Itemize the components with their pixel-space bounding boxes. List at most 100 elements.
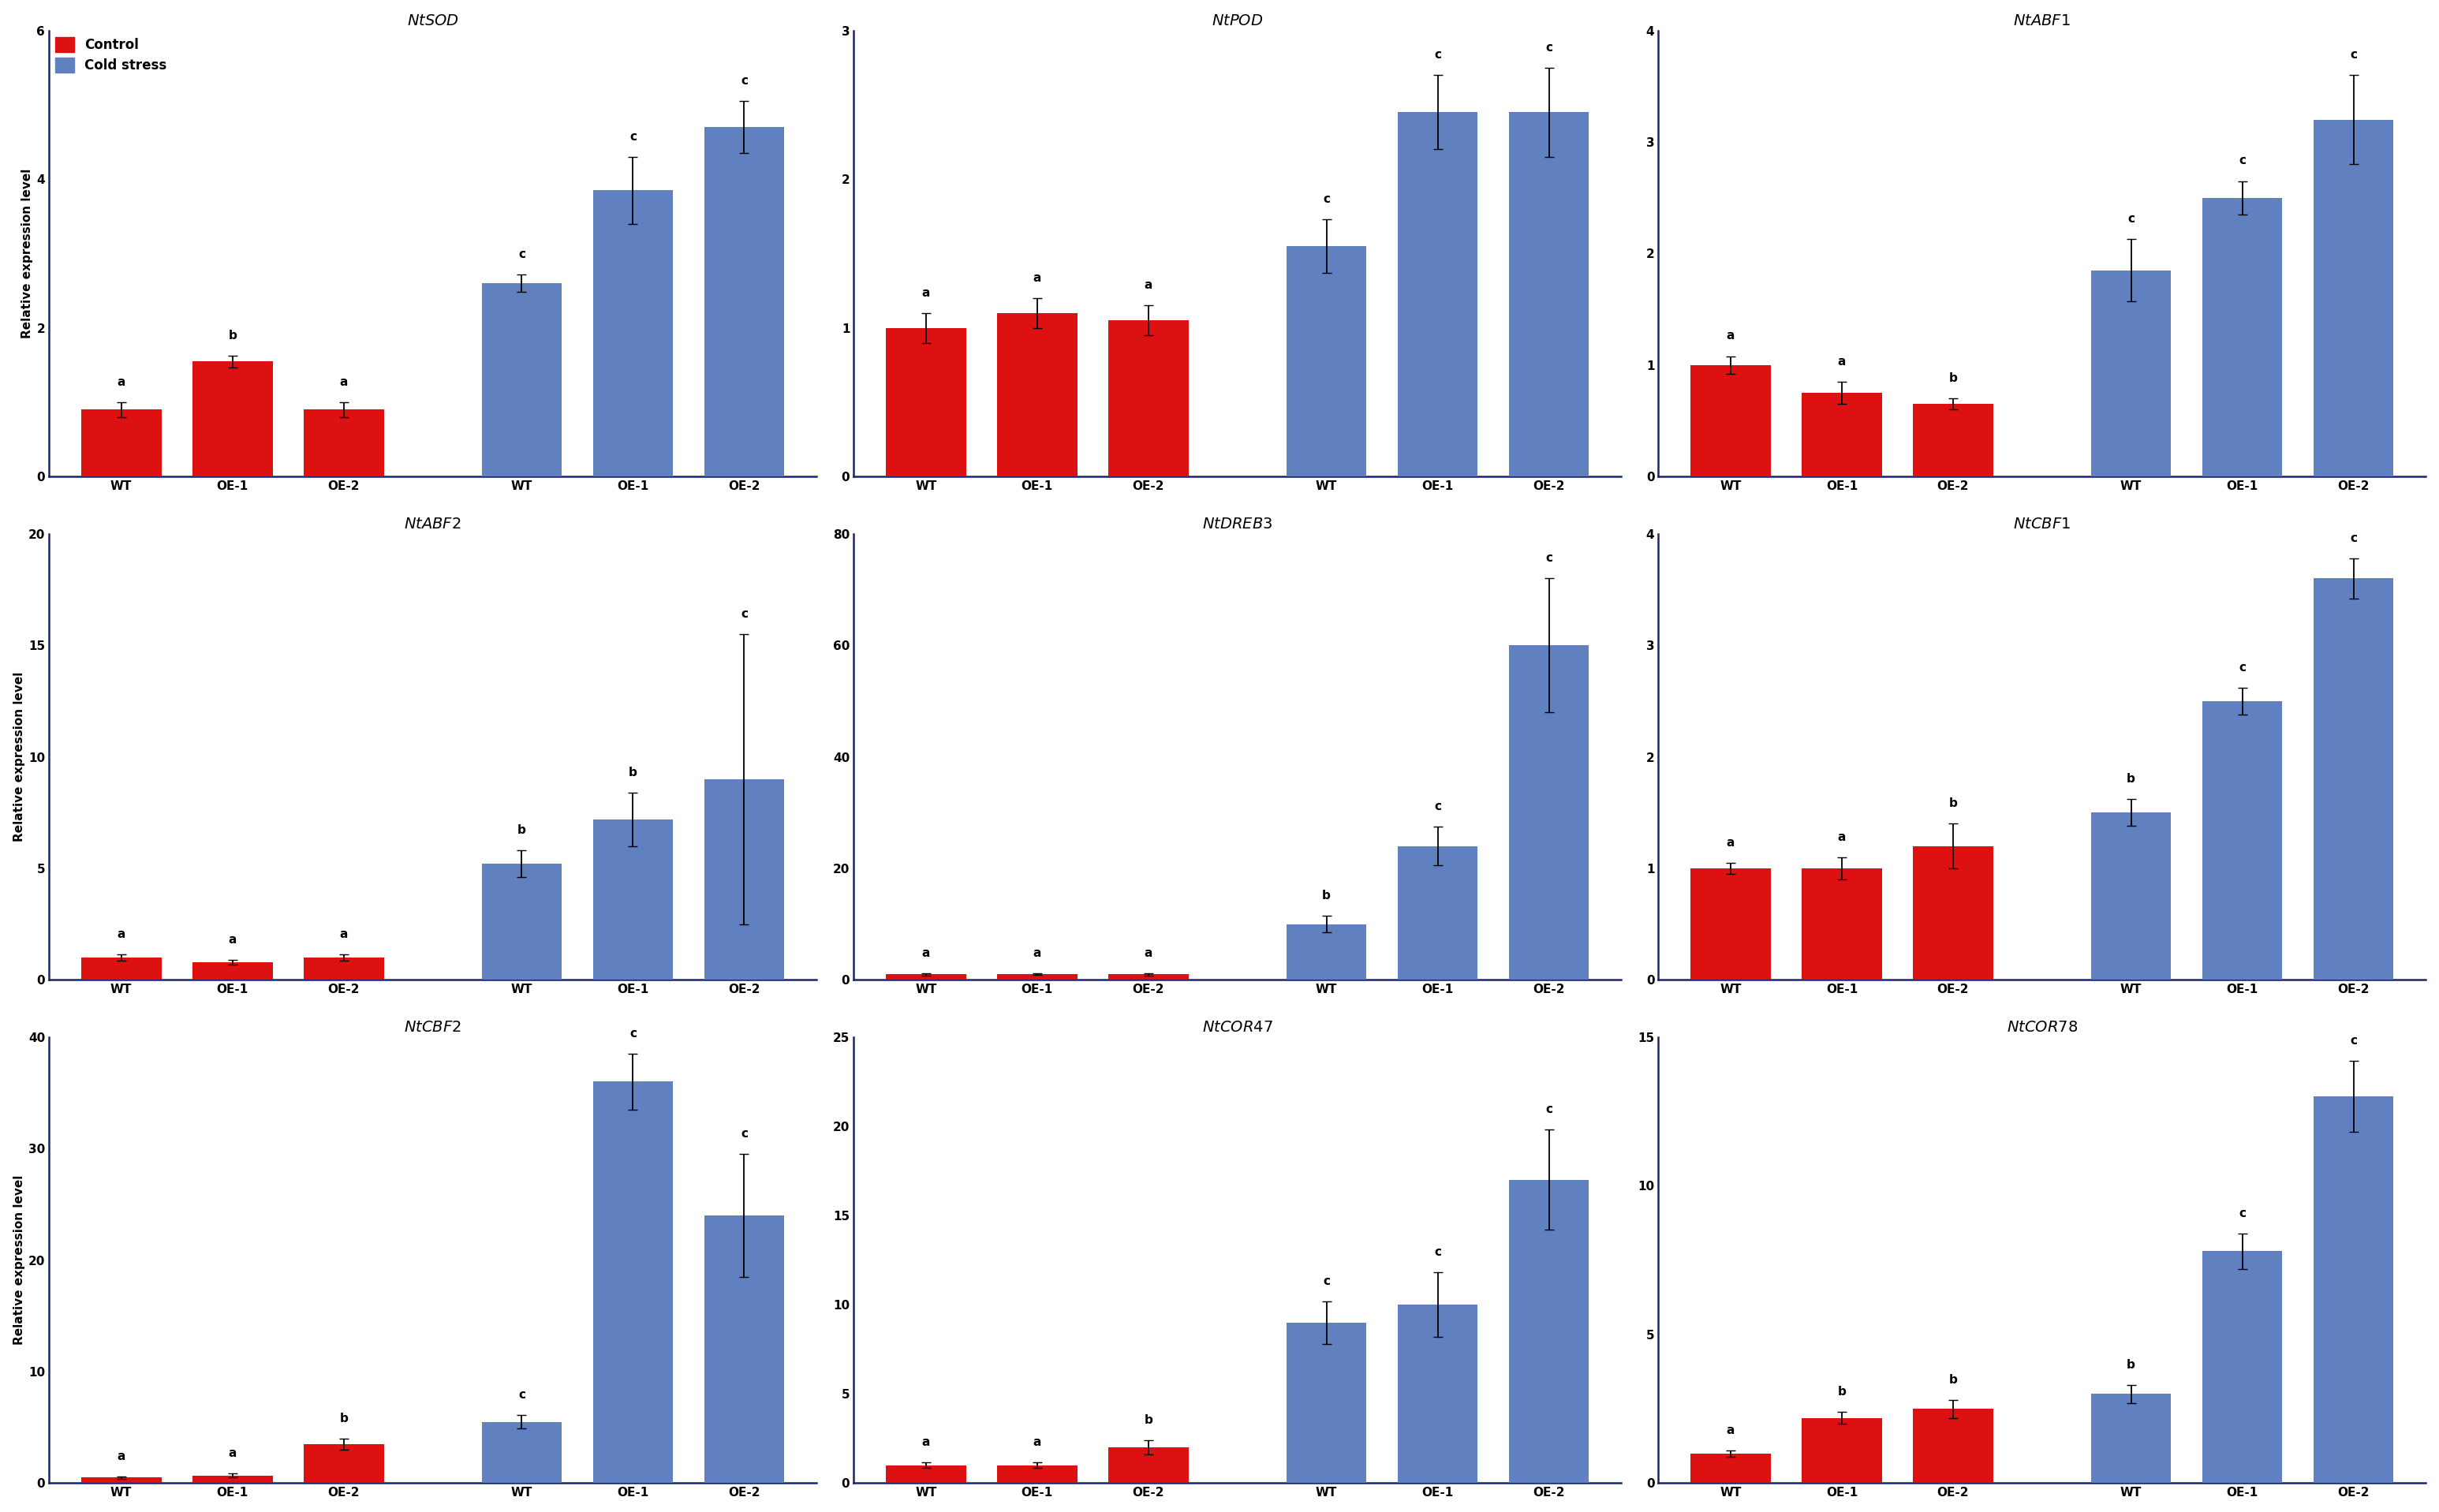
Bar <box>998 974 1078 980</box>
Text: c: c <box>1546 1104 1554 1116</box>
Bar <box>1107 974 1188 980</box>
Text: a: a <box>117 1450 124 1462</box>
Text: c: c <box>1546 41 1554 53</box>
Text: b: b <box>2127 1359 2137 1371</box>
Bar <box>1398 112 1478 476</box>
Text: a: a <box>1727 836 1734 848</box>
Bar <box>1107 1447 1188 1483</box>
Bar <box>1398 847 1478 980</box>
Bar <box>1510 646 1588 980</box>
Bar <box>593 1081 673 1483</box>
Text: a: a <box>922 947 929 959</box>
Bar <box>705 1216 785 1483</box>
Text: a: a <box>117 376 124 389</box>
Bar <box>593 820 673 980</box>
Bar <box>2202 1250 2283 1483</box>
Text: c: c <box>2239 154 2246 166</box>
Text: a: a <box>1034 272 1041 284</box>
Bar <box>2090 271 2171 476</box>
Text: a: a <box>1837 832 1846 842</box>
Text: a: a <box>1034 1436 1041 1448</box>
Text: c: c <box>741 608 749 620</box>
Text: b: b <box>1949 798 1959 809</box>
Title: $\bf{\it{NtCBF1}}$: $\bf{\it{NtCBF1}}$ <box>2012 517 2071 531</box>
Bar <box>480 863 561 980</box>
Bar <box>1802 1418 1883 1483</box>
Text: c: c <box>1322 194 1329 206</box>
Bar <box>1285 246 1366 476</box>
Text: a: a <box>117 928 124 940</box>
Text: a: a <box>229 1447 237 1459</box>
Bar <box>1510 112 1588 476</box>
Bar <box>1912 1409 1993 1483</box>
Text: c: c <box>2127 213 2134 225</box>
Bar <box>2315 119 2393 476</box>
Bar <box>2090 812 2171 980</box>
Text: a: a <box>1144 947 1154 959</box>
Bar <box>305 1444 383 1483</box>
Bar <box>998 1465 1078 1483</box>
Text: a: a <box>1727 1424 1734 1436</box>
Text: a: a <box>339 376 349 389</box>
Legend: Control, Cold stress: Control, Cold stress <box>56 36 166 73</box>
Bar <box>1690 868 1771 980</box>
Text: b: b <box>1949 1374 1959 1385</box>
Y-axis label: Relative expression level: Relative expression level <box>12 671 24 842</box>
Text: a: a <box>339 928 349 940</box>
Bar <box>1398 1305 1478 1483</box>
Title: $\bf{\it{NtDREB3}}$: $\bf{\it{NtDREB3}}$ <box>1202 517 1273 531</box>
Text: b: b <box>1144 1414 1154 1426</box>
Bar <box>193 361 273 476</box>
Title: $\bf{\it{NtCOR78}}$: $\bf{\it{NtCOR78}}$ <box>2007 1019 2078 1034</box>
Bar <box>1107 321 1188 476</box>
Text: c: c <box>629 1028 637 1039</box>
Text: b: b <box>2127 773 2137 785</box>
Bar <box>480 1421 561 1483</box>
Bar <box>2315 1096 2393 1483</box>
Text: a: a <box>1144 280 1154 292</box>
Text: b: b <box>629 767 637 779</box>
Text: c: c <box>2351 1034 2356 1046</box>
Y-axis label: Relative expression level: Relative expression level <box>12 1175 24 1346</box>
Bar <box>1912 404 1993 476</box>
Text: c: c <box>629 130 637 142</box>
Text: b: b <box>1837 1385 1846 1397</box>
Bar <box>705 779 785 980</box>
Text: c: c <box>741 1128 749 1140</box>
Text: c: c <box>1546 552 1554 564</box>
Text: b: b <box>517 824 527 836</box>
Title: $\bf{\it{NtSOD}}$: $\bf{\it{NtSOD}}$ <box>407 14 459 29</box>
Bar <box>1510 1179 1588 1483</box>
Title: $\bf{\it{NtCOR47}}$: $\bf{\it{NtCOR47}}$ <box>1202 1019 1273 1034</box>
Bar <box>885 1465 966 1483</box>
Text: b: b <box>1322 889 1332 901</box>
Bar <box>1690 364 1771 476</box>
Text: c: c <box>2351 48 2356 60</box>
Text: c: c <box>517 248 524 260</box>
Text: c: c <box>1322 1275 1329 1287</box>
Bar <box>2202 702 2283 980</box>
Y-axis label: Relative expression level: Relative expression level <box>22 169 34 339</box>
Text: a: a <box>1727 330 1734 342</box>
Text: c: c <box>1434 1246 1441 1258</box>
Text: c: c <box>1434 800 1441 812</box>
Bar <box>1802 393 1883 476</box>
Text: c: c <box>2351 532 2356 544</box>
Bar <box>998 313 1078 476</box>
Bar <box>80 957 161 980</box>
Bar <box>1802 868 1883 980</box>
Bar <box>305 410 383 476</box>
Title: $\bf{\it{NtABF1}}$: $\bf{\it{NtABF1}}$ <box>2012 14 2071 29</box>
Bar <box>705 127 785 476</box>
Bar <box>1285 924 1366 980</box>
Bar <box>885 974 966 980</box>
Text: a: a <box>922 1436 929 1448</box>
Bar <box>193 1476 273 1483</box>
Bar <box>193 962 273 980</box>
Bar <box>885 328 966 476</box>
Bar <box>305 957 383 980</box>
Text: a: a <box>1837 355 1846 367</box>
Title: $\bf{\it{NtCBF2}}$: $\bf{\it{NtCBF2}}$ <box>405 1019 461 1034</box>
Bar <box>2090 1394 2171 1483</box>
Bar <box>593 191 673 476</box>
